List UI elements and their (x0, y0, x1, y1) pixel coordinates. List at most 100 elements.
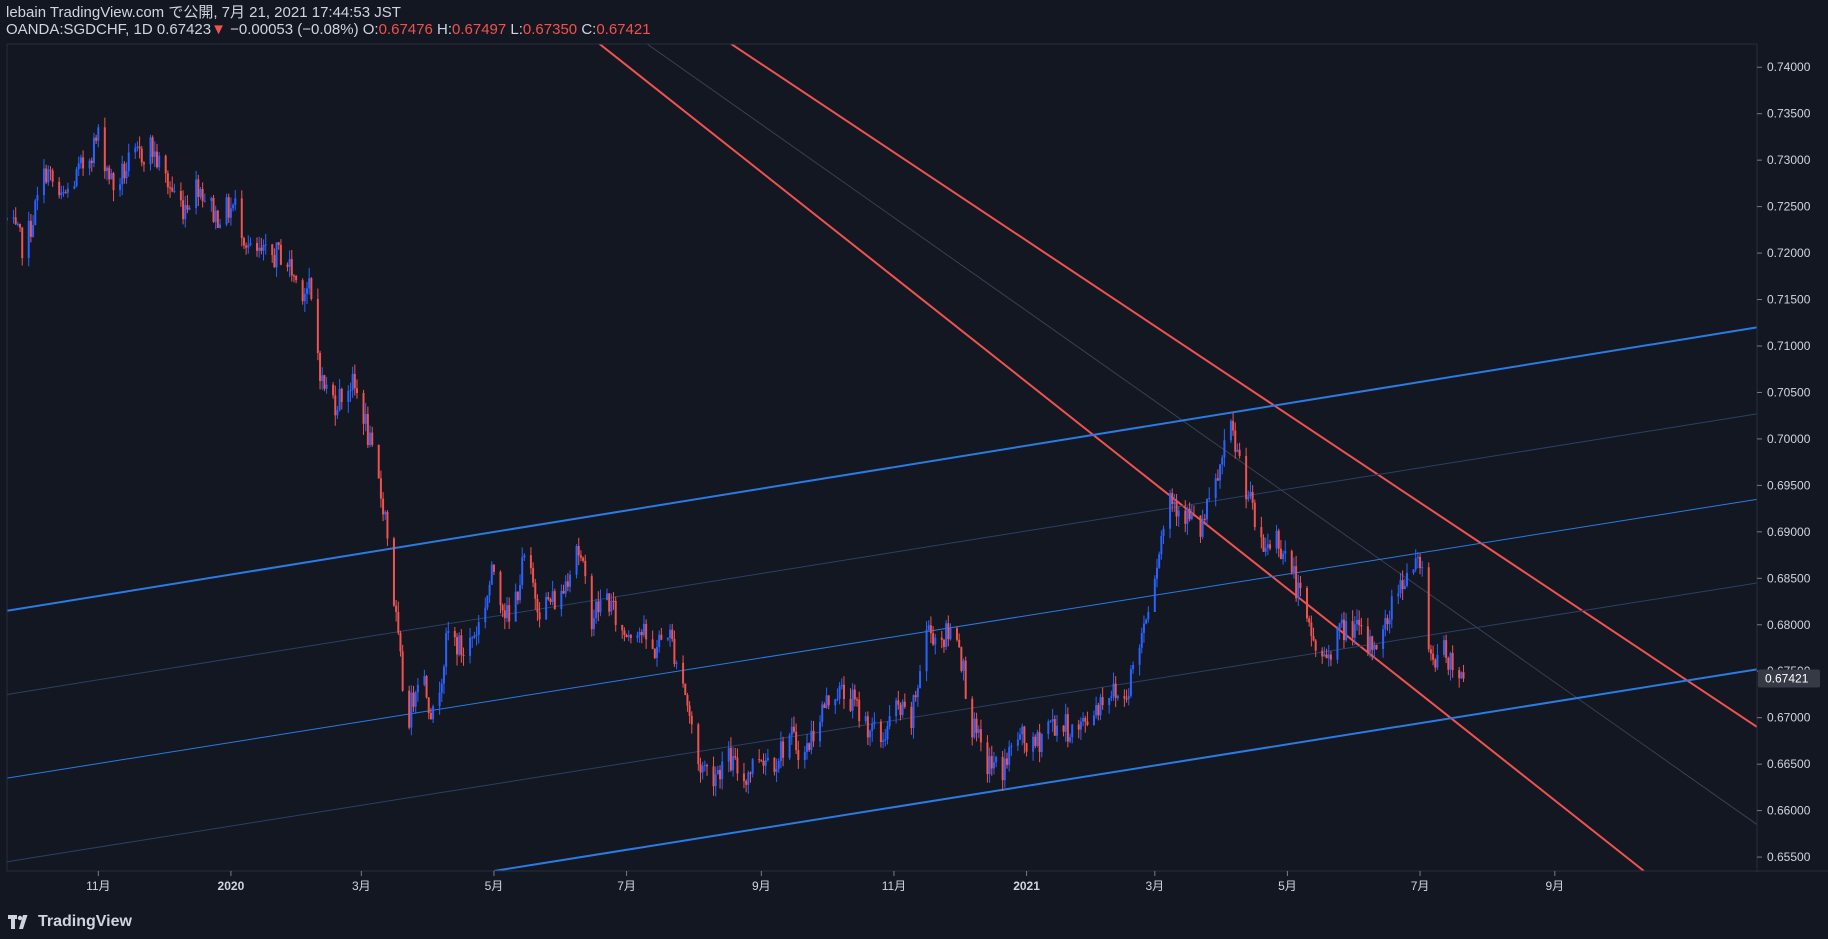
candle[interactable] (690, 711, 693, 734)
candle[interactable] (1162, 525, 1165, 544)
candle[interactable] (1462, 664, 1465, 683)
candle[interactable] (127, 143, 130, 177)
candle[interactable] (932, 626, 935, 647)
candle[interactable] (669, 624, 672, 647)
candle[interactable] (1427, 562, 1430, 653)
candle[interactable] (1082, 712, 1085, 727)
candle[interactable] (577, 537, 580, 566)
candle[interactable] (579, 550, 582, 562)
candle[interactable] (684, 683, 687, 696)
candle[interactable] (795, 723, 798, 755)
candle[interactable] (760, 759, 763, 763)
candle[interactable] (1388, 610, 1391, 634)
candle[interactable] (171, 176, 174, 193)
candle[interactable] (106, 165, 108, 181)
candle[interactable] (803, 746, 806, 769)
candle[interactable] (545, 592, 548, 621)
candle[interactable] (347, 385, 350, 413)
candle[interactable] (1282, 550, 1285, 565)
candle[interactable] (547, 591, 550, 601)
candle[interactable] (621, 624, 624, 639)
candle[interactable] (836, 688, 839, 702)
candle[interactable] (356, 379, 358, 399)
candle[interactable] (384, 510, 387, 520)
candle[interactable] (882, 732, 885, 749)
candle[interactable] (1010, 742, 1013, 756)
candle[interactable] (1049, 719, 1052, 723)
candle[interactable] (766, 748, 769, 762)
candle[interactable] (612, 592, 615, 610)
candle[interactable] (697, 722, 700, 771)
candle[interactable] (95, 134, 98, 144)
candle[interactable] (199, 186, 202, 200)
candle[interactable] (125, 162, 128, 184)
candle[interactable] (34, 198, 37, 226)
candle[interactable] (532, 562, 535, 588)
candle[interactable] (1095, 696, 1098, 719)
candle[interactable] (47, 165, 50, 186)
candle[interactable] (1071, 723, 1074, 744)
candle[interactable] (610, 593, 613, 616)
candle[interactable] (636, 631, 639, 643)
candle[interactable] (1386, 614, 1389, 631)
candle[interactable] (534, 578, 537, 610)
candle[interactable] (21, 226, 24, 266)
candle[interactable] (945, 620, 948, 651)
candle[interactable] (673, 630, 676, 667)
candle[interactable] (749, 771, 752, 783)
candle[interactable] (1245, 447, 1248, 509)
candle[interactable] (232, 203, 235, 212)
candle[interactable] (308, 267, 311, 295)
candle[interactable] (584, 554, 587, 584)
candle[interactable] (538, 601, 541, 628)
candle[interactable] (395, 599, 398, 622)
candle[interactable] (897, 690, 900, 710)
candle[interactable] (1216, 469, 1219, 481)
candle[interactable] (1214, 473, 1217, 507)
candle[interactable] (701, 761, 704, 780)
candle[interactable] (82, 150, 85, 176)
candle[interactable] (392, 536, 395, 607)
candle[interactable] (788, 732, 791, 761)
candle[interactable] (1079, 717, 1082, 740)
candle[interactable] (173, 183, 176, 194)
candle[interactable] (764, 753, 767, 776)
candle[interactable] (1442, 635, 1445, 658)
candle[interactable] (1384, 609, 1387, 637)
candle[interactable] (62, 185, 65, 197)
candle[interactable] (1053, 715, 1056, 736)
candle[interactable] (277, 241, 280, 250)
candle[interactable] (156, 143, 158, 169)
candle[interactable] (1249, 481, 1252, 500)
candle[interactable] (73, 180, 76, 190)
candle[interactable] (1223, 429, 1226, 467)
candle[interactable] (1449, 651, 1452, 681)
candle[interactable] (869, 729, 872, 747)
candle[interactable] (977, 725, 980, 739)
candle[interactable] (1312, 627, 1315, 642)
candle[interactable] (1034, 734, 1037, 749)
candle[interactable] (888, 705, 891, 730)
candle[interactable] (727, 741, 730, 773)
candle[interactable] (92, 132, 95, 168)
candle[interactable] (1260, 516, 1263, 549)
candle[interactable] (806, 733, 808, 760)
candle[interactable] (925, 621, 928, 682)
candle[interactable] (1351, 610, 1354, 646)
candle[interactable] (1001, 750, 1004, 791)
candle[interactable] (827, 695, 830, 710)
candle[interactable] (838, 682, 841, 705)
candle[interactable] (1419, 553, 1422, 575)
candle[interactable] (351, 366, 354, 398)
candle[interactable] (303, 287, 306, 313)
candle[interactable] (773, 757, 776, 776)
candle[interactable] (273, 248, 276, 268)
candle[interactable] (1353, 616, 1356, 645)
candle[interactable] (1266, 533, 1269, 556)
candle[interactable] (971, 696, 974, 746)
candle[interactable] (1142, 615, 1145, 643)
candle[interactable] (782, 736, 785, 767)
candle[interactable] (1097, 702, 1100, 721)
candle[interactable] (27, 211, 30, 267)
candle[interactable] (645, 619, 648, 649)
